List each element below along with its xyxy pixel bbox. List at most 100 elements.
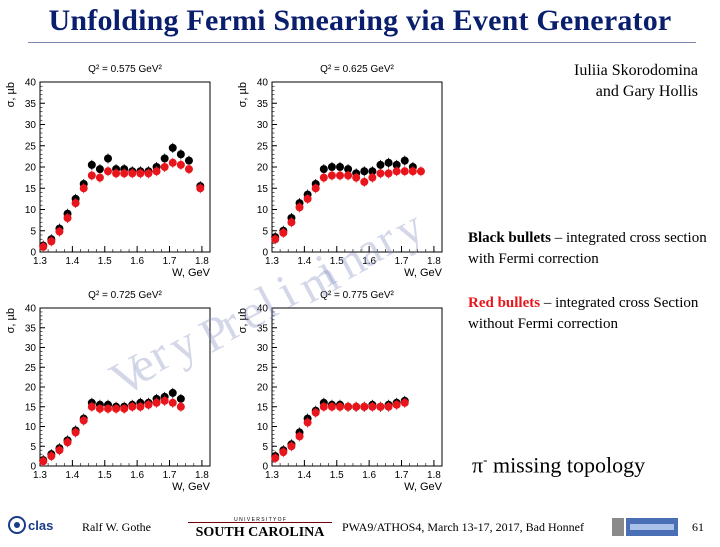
y-tick-label: 10 xyxy=(25,422,37,433)
data-point-red xyxy=(327,171,336,180)
data-point-red xyxy=(168,158,177,167)
y-tick-label: 15 xyxy=(25,402,37,413)
data-point-red xyxy=(95,173,104,182)
y-tick-label: 25 xyxy=(257,141,269,152)
x-tick-label: 1.3 xyxy=(265,256,279,267)
x-tick-label: 1.6 xyxy=(362,470,376,481)
x-tick-label: 1.3 xyxy=(33,470,47,481)
topology-text: missing topology xyxy=(487,452,646,478)
x-tick-label: 1.6 xyxy=(130,470,144,481)
data-point-red xyxy=(136,169,145,178)
data-point-red xyxy=(95,404,104,413)
author-line-2: and Gary Hollis xyxy=(595,83,698,100)
x-tick-label: 1.3 xyxy=(33,256,47,267)
data-point-red xyxy=(152,167,161,176)
legend-red-key: Red bullets xyxy=(468,295,541,311)
sc-logo-top: U N I V E R S I T Y O F xyxy=(234,517,286,523)
y-tick-label: 20 xyxy=(257,163,269,174)
data-point-red xyxy=(303,418,312,427)
data-point-red xyxy=(71,428,80,437)
data-point-red xyxy=(384,169,393,178)
data-point-red xyxy=(344,171,353,180)
data-point-black xyxy=(168,143,177,152)
topology-label: π- missing topology xyxy=(472,452,645,478)
data-point-red xyxy=(279,228,288,237)
data-point-black xyxy=(384,158,393,167)
data-point-black xyxy=(392,160,401,169)
y-tick-label: 40 xyxy=(25,304,37,315)
data-point-black xyxy=(327,163,336,171)
data-point-red xyxy=(120,169,129,178)
y-tick-label: 35 xyxy=(257,99,269,110)
x-tick-label: 1.7 xyxy=(163,470,177,481)
data-point-red xyxy=(360,177,369,186)
data-point-red xyxy=(311,408,320,417)
data-point-black xyxy=(95,165,104,174)
y-tick-label: 5 xyxy=(262,442,268,453)
y-tick-label: 35 xyxy=(25,323,37,334)
y-tick-label: 35 xyxy=(257,323,269,334)
data-point-black xyxy=(184,156,193,165)
data-point-red xyxy=(287,442,296,451)
chart-title: Q² = 0.725 GeV² xyxy=(88,290,162,301)
y-tick-label: 20 xyxy=(257,383,269,394)
data-point-red xyxy=(400,398,409,407)
data-point-red xyxy=(279,448,288,457)
data-point-red xyxy=(47,237,56,246)
data-point-red xyxy=(368,173,377,182)
footer-conference: PWA9/ATHOS4, March 13-17, 2017, Bad Honn… xyxy=(342,520,584,534)
south-carolina-logo: U N I V E R S I T Y O F SOUTH CAROLINA xyxy=(188,517,332,538)
y-tick-label: 25 xyxy=(25,363,37,374)
chart-title: Q² = 0.625 GeV² xyxy=(320,64,394,75)
chart-panel-2: Q² = 0.625 GeV² 0 5 10 15 20 25 30 35 40 1.3 1.4 1.5… xyxy=(237,64,443,279)
data-point-red xyxy=(112,169,121,178)
y-axis-label: σ, µb xyxy=(237,82,249,107)
x-axis-label: W, GeV xyxy=(172,481,211,493)
chart-title: Q² = 0.575 GeV² xyxy=(88,64,162,75)
data-point-red xyxy=(295,203,304,212)
sc-logo-bottom: SOUTH CAROLINA xyxy=(196,525,326,538)
x-tick-label: 1.8 xyxy=(427,470,441,481)
data-point-red xyxy=(287,218,296,227)
data-point-black xyxy=(87,160,96,169)
y-tick-label: 30 xyxy=(257,120,269,131)
data-point-red xyxy=(319,173,328,182)
y-tick-label: 25 xyxy=(25,141,37,152)
x-tick-label: 1.7 xyxy=(395,256,409,267)
data-point-red xyxy=(55,227,64,236)
data-point-red xyxy=(39,242,48,251)
chart-panel-1: Q² = 0.575 GeV² 0 5 10 15 20 25 30 35 40 1.3 1.4 1.5… xyxy=(5,64,211,279)
series-red xyxy=(271,397,409,464)
x-tick-label: 1.8 xyxy=(427,256,441,267)
data-point-red xyxy=(120,404,129,413)
data-point-red xyxy=(271,454,280,463)
data-point-black xyxy=(368,167,377,176)
data-point-black xyxy=(400,156,409,165)
data-point-red xyxy=(176,402,185,411)
x-tick-label: 1.6 xyxy=(130,256,144,267)
data-point-red xyxy=(376,402,385,411)
y-tick-label: 30 xyxy=(257,343,269,354)
data-point-red xyxy=(152,398,161,407)
y-tick-label: 20 xyxy=(25,163,37,174)
data-point-red xyxy=(87,402,96,411)
data-point-black xyxy=(104,154,112,163)
y-tick-label: 0 xyxy=(262,462,268,473)
data-point-red xyxy=(360,402,369,411)
y-tick-label: 0 xyxy=(30,248,36,259)
authors-block: Iuliia Skorodomina and Gary Hollis xyxy=(574,60,698,102)
legend-red-text: – integrated cross Section without Fermi… xyxy=(468,295,699,332)
y-tick-label: 40 xyxy=(25,78,37,89)
data-point-red xyxy=(303,194,312,203)
data-point-black xyxy=(176,394,185,403)
x-tick-label: 1.4 xyxy=(297,256,311,267)
data-point-red xyxy=(416,167,425,176)
clas-logo-text: clas xyxy=(28,518,53,533)
y-tick-label: 0 xyxy=(30,462,36,473)
data-point-red xyxy=(184,165,193,174)
data-point-red xyxy=(63,214,72,222)
x-axis-label: W, GeV xyxy=(404,267,443,279)
y-tick-label: 15 xyxy=(25,184,37,195)
x-axis-label: W, GeV xyxy=(172,267,211,279)
pion-symbol: π xyxy=(472,452,484,478)
